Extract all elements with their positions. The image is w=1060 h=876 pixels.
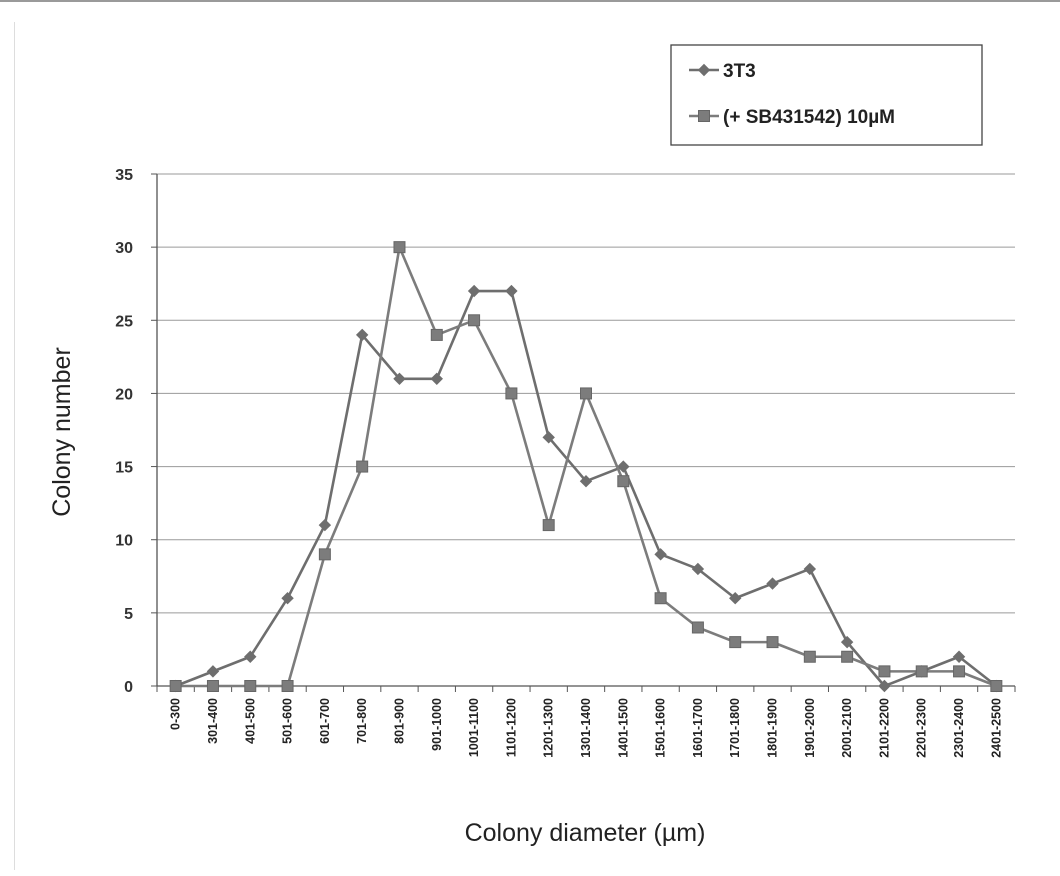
x-tick-label: 2301-2400	[952, 698, 966, 758]
data-point-1-16	[766, 636, 779, 649]
data-point-0-15	[729, 592, 742, 605]
x-tick-label: 2001-2100	[840, 698, 854, 758]
y-tick-label: 0	[124, 679, 133, 696]
x-tick-label: 601-700	[318, 698, 332, 744]
legend-marker-0	[697, 63, 711, 77]
x-tick-label: 1201-1300	[542, 698, 556, 758]
data-point-1-19	[878, 665, 891, 678]
data-point-1-8	[468, 314, 481, 327]
x-tick-label: 2101-2200	[877, 698, 891, 758]
data-point-0-18	[840, 635, 854, 649]
data-point-0-3	[281, 592, 294, 605]
series-0	[169, 284, 1003, 693]
x-tick-label: 901-1000	[430, 698, 444, 751]
data-point-1-1	[206, 680, 219, 692]
data-point-1-20	[915, 665, 928, 678]
legend-label-1: (+ SB431542) 10µM	[723, 107, 895, 128]
x-tick-label: 1901-2000	[803, 698, 817, 758]
data-point-1-2	[244, 680, 257, 692]
data-point-0-12	[617, 460, 630, 473]
data-point-1-12	[617, 475, 630, 488]
x-tick-label: 801-900	[392, 698, 406, 744]
y-tick-label: 10	[115, 533, 133, 550]
data-point-0-9	[505, 284, 518, 298]
data-point-0-11	[579, 474, 593, 488]
y-tick-label: 35	[115, 167, 133, 184]
data-point-1-13	[654, 592, 667, 605]
x-tick-label: 2401-2500	[989, 698, 1003, 758]
x-tick-label: 1501-1600	[654, 698, 668, 758]
data-point-0-14	[691, 562, 705, 576]
data-point-0-4	[318, 518, 332, 532]
y-tick-labels: 0 5 10 15 20 25 30 35	[115, 167, 133, 696]
series-line-0	[175, 289, 998, 688]
data-point-0-6	[393, 372, 406, 386]
data-point-0-19	[878, 679, 891, 693]
data-point-0-13	[654, 548, 667, 561]
legend-entry-0: 3T3	[689, 61, 756, 82]
data-point-1-9	[505, 387, 518, 400]
x-tick-label: 701-800	[355, 698, 369, 744]
data-point-1-14	[691, 621, 704, 634]
x-tick-label: 0-300	[169, 698, 183, 730]
data-point-0-10	[542, 431, 555, 444]
x-tick-label: 1601-1700	[691, 698, 705, 758]
y-tick-label: 5	[124, 606, 133, 623]
legend-marker-1	[698, 110, 710, 122]
data-point-1-6	[393, 241, 406, 254]
x-tick-label: 1801-1900	[766, 698, 780, 758]
y-tick-label: 15	[115, 460, 133, 477]
data-point-0-1	[206, 665, 220, 678]
data-point-0-2	[244, 650, 257, 663]
x-tick-label: 301-400	[206, 698, 220, 744]
legend-entries: 3T3 (+ SB431542) 10µM	[689, 61, 895, 128]
data-point-1-0	[169, 680, 182, 692]
data-point-0-8	[467, 284, 481, 298]
data-point-1-17	[803, 650, 816, 663]
x-axis-title: Colony diameter (µm)	[465, 819, 706, 847]
data-point-1-18	[841, 650, 854, 663]
data-point-1-10	[542, 519, 555, 532]
data-point-0-7	[430, 372, 443, 386]
data-point-1-21	[953, 665, 966, 678]
gridlines	[157, 173, 1015, 614]
x-tick-label: 501-600	[281, 698, 295, 744]
data-point-1-5	[356, 460, 369, 473]
data-point-1-7	[430, 328, 443, 341]
series-1	[169, 241, 1003, 692]
data-point-0-5	[355, 328, 369, 342]
data-point-0-16	[766, 577, 779, 590]
legend-entry-1: (+ SB431542) 10µM	[689, 107, 895, 128]
y-axis-title: Colony number	[48, 347, 76, 517]
data-point-1-4	[318, 548, 331, 561]
y-tick-label: 25	[115, 313, 133, 330]
legend: 3T3 (+ SB431542) 10µM	[670, 44, 983, 146]
data-point-1-3	[281, 680, 294, 692]
frame-left-border	[14, 22, 15, 870]
x-tick-label: 1301-1400	[579, 698, 593, 758]
data-point-0-21	[952, 650, 966, 663]
x-tick-label: 1001-1100	[467, 698, 481, 757]
data-point-1-11	[580, 387, 592, 400]
x-tick-label: 2201-2300	[915, 698, 929, 758]
data-point-1-22	[990, 680, 1003, 692]
y-tick-label: 30	[115, 240, 133, 257]
x-tick-labels: 0-300 301-400 401-500 501-600 601-700 701-800…	[169, 698, 1004, 758]
data-point-1-15	[729, 636, 742, 649]
series-group	[169, 241, 1003, 693]
y-tick-label: 20	[115, 386, 133, 403]
x-tick-label: 1101-1200	[504, 698, 518, 757]
axes	[151, 173, 1016, 692]
legend-label-0: 3T3	[723, 61, 756, 82]
data-point-0-17	[803, 562, 817, 576]
x-tick-label: 1401-1500	[616, 698, 630, 758]
x-tick-label: 401-500	[243, 698, 257, 744]
x-tick-label: 1701-1800	[728, 698, 742, 758]
legend-box	[670, 44, 983, 146]
